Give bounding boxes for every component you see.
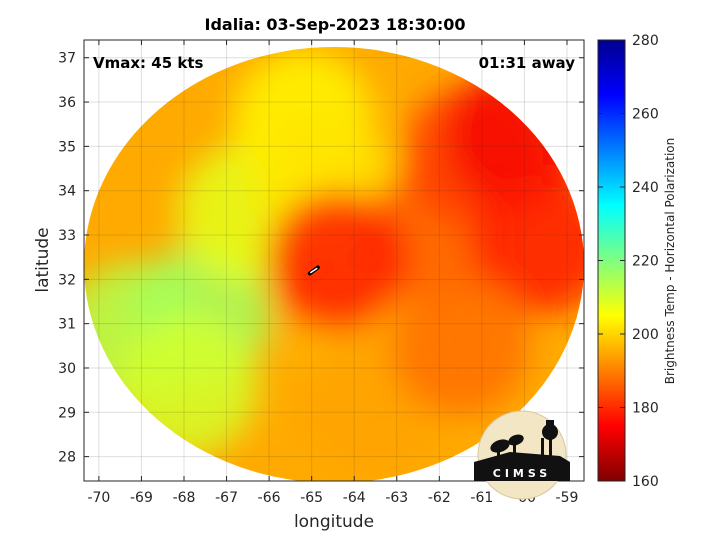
y-tick-label: 30 xyxy=(58,361,76,377)
x-tick-label: -69 xyxy=(130,490,153,506)
y-tick-label: 32 xyxy=(58,272,76,288)
colorbar-tick-label: 200 xyxy=(632,327,659,343)
colorbar-tick-label: 180 xyxy=(632,401,659,417)
swath xyxy=(84,47,584,481)
storm-center-marker xyxy=(307,265,320,276)
colorbar-ticks: 160 180 200 220 240 260 280 xyxy=(598,33,659,490)
x-tick-label: -70 xyxy=(87,490,110,506)
time-away-annotation: 01:31 away xyxy=(479,54,576,72)
axes-frame xyxy=(83,39,585,482)
brightness-region xyxy=(267,191,408,332)
x-axis-label: longitude xyxy=(294,512,374,532)
storm-marker-core xyxy=(310,267,318,274)
x-tick-label: -62 xyxy=(428,490,451,506)
y-tick-label: 29 xyxy=(58,405,76,421)
cimss-logo: CIMSS xyxy=(474,410,570,500)
x-tick-label: -65 xyxy=(300,490,323,506)
y-tick-label: 33 xyxy=(58,228,76,244)
brightness-region xyxy=(390,275,531,416)
y-axis-label: latitude xyxy=(33,227,53,292)
x-tick-label: -68 xyxy=(173,490,196,506)
x-tick-label: -59 xyxy=(556,490,579,506)
colorbar-label: Brightness Temp - Horizontal Polarizatio… xyxy=(663,138,677,385)
x-tick-label: -66 xyxy=(258,490,281,506)
y-tick-label: 37 xyxy=(58,51,76,67)
x-tick-label: -67 xyxy=(215,490,238,506)
y-tick-label: 31 xyxy=(58,317,76,333)
colorbar-tick-label: 240 xyxy=(632,180,659,196)
x-tick-label: -64 xyxy=(343,490,366,506)
y-tick-label: 35 xyxy=(58,139,76,155)
chart-title: Idalia: 03-Sep-2023 18:30:00 xyxy=(204,15,465,34)
logo-text: CIMSS xyxy=(493,467,551,480)
brightness-field xyxy=(84,49,584,474)
x-tick-label: -61 xyxy=(470,490,493,506)
x-tick-label: -63 xyxy=(385,490,408,506)
colorbar-tick-label: 260 xyxy=(632,107,659,123)
y-tick-label: 28 xyxy=(58,450,76,466)
colorbar-tick-label: 160 xyxy=(632,474,659,490)
colorbar: 160 180 200 220 240 260 280 Brightness Temp - … xyxy=(597,33,677,490)
y-tick-label: 36 xyxy=(58,95,76,111)
grid xyxy=(84,40,584,481)
logo-silhouette xyxy=(474,420,570,481)
y-axis-ticks: 28 29 30 31 32 33 34 35 36 37 xyxy=(58,51,584,466)
y-tick-label: 34 xyxy=(58,184,76,200)
colorbar-tick-label: 280 xyxy=(632,33,659,49)
vmax-annotation: Vmax: 45 kts xyxy=(93,54,203,72)
colorbar-tick-label: 220 xyxy=(632,254,659,270)
